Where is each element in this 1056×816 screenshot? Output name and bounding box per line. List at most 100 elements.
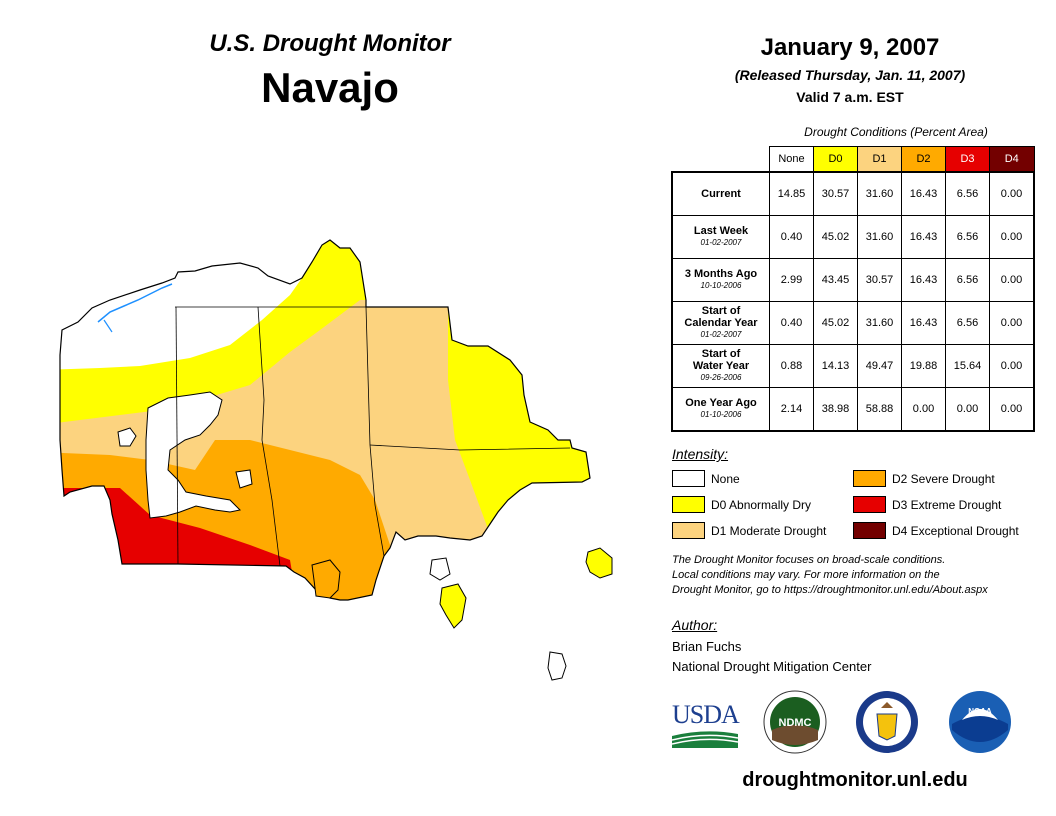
conditions-caption: Drought Conditions (Percent Area) — [804, 125, 988, 139]
corner-cell — [672, 146, 770, 173]
legend-swatch — [853, 522, 886, 539]
cell-value: 38.98 — [813, 387, 858, 432]
cell-value: 0.00 — [989, 387, 1035, 432]
cell-value: 6.56 — [945, 171, 990, 216]
column-header-row: None D0 D1 D2 D3 D4 — [672, 146, 1035, 173]
parcel-none — [429, 557, 451, 581]
release-date: (Released Thursday, Jan. 11, 2007) — [734, 67, 966, 83]
legend-swatch — [853, 470, 886, 487]
column-header-d3: D3 — [945, 146, 990, 173]
cell-value: 45.02 — [813, 301, 858, 345]
row-label: Last Week 01-02-2007 — [671, 215, 770, 259]
cell-value: 0.00 — [901, 387, 946, 432]
cell-value: 0.00 — [945, 387, 990, 432]
row-label: Start of Calendar Year 01-02-2007 — [671, 301, 770, 345]
cell-value: 2.99 — [769, 258, 814, 302]
cell-value: 43.45 — [813, 258, 858, 302]
cell-value: 0.00 — [989, 215, 1035, 259]
row-date: 09-26-2006 — [700, 373, 742, 382]
row-date: 01-02-2007 — [700, 330, 742, 339]
legend-label: D1 Moderate Drought — [711, 523, 827, 538]
cell-value: 0.40 — [769, 301, 814, 345]
row-label: 3 Months Ago 10-10-2006 — [671, 258, 770, 302]
row-label-line: Water Year — [692, 360, 750, 372]
cell-value: 14.13 — [813, 344, 858, 388]
cell-value: 31.60 — [857, 301, 902, 345]
ndmc-logo-text: NDMC — [779, 717, 812, 729]
legend-title: Intensity: — [672, 446, 729, 462]
legend-label: None — [711, 471, 740, 486]
legend-swatch — [672, 496, 705, 513]
row-date: 10-10-2006 — [700, 281, 742, 290]
cell-value: 31.60 — [857, 215, 902, 259]
row-label-line: Start of — [701, 305, 741, 317]
table-row: 3 Months Ago 10-10-2006 2.99 43.45 30.57 16.4… — [671, 258, 1035, 302]
river-branch — [103, 319, 113, 333]
row-label: Start of Water Year 09-26-2006 — [671, 344, 770, 388]
cell-value: 6.56 — [945, 215, 990, 259]
navajo-drought-map — [59, 239, 613, 681]
usda-logo-text: USDA — [672, 700, 740, 729]
cell-value: 49.47 — [857, 344, 902, 388]
stats-body: Current 14.85 30.57 31.60 16.43 6.56 0.00 Last … — [671, 171, 1035, 432]
author-block: Brian Fuchs National Drought Mitigation … — [672, 637, 871, 677]
legend-swatch — [672, 522, 705, 539]
cell-value: 30.57 — [813, 171, 858, 216]
row-label: One Year Ago 01-10-2006 — [671, 387, 770, 432]
legend-item: D0 Abnormally Dry — [672, 496, 826, 513]
table-row: Current 14.85 30.57 31.60 16.43 6.56 0.00 — [671, 171, 1035, 216]
legend-item: D2 Severe Drought — [853, 470, 1019, 487]
row-date: 01-02-2007 — [700, 238, 742, 247]
column-header-none: None — [769, 146, 814, 173]
column-header-d0: D0 — [813, 146, 858, 173]
cell-value: 16.43 — [901, 171, 946, 216]
valid-time: Valid 7 a.m. EST — [796, 89, 904, 105]
column-header-d4: D4 — [989, 146, 1035, 173]
row-label-line: Current — [701, 188, 741, 200]
column-header-d2: D2 — [901, 146, 946, 173]
table-row: Last Week 01-02-2007 0.40 45.02 31.60 16.43 6.… — [671, 215, 1035, 259]
disclaimer-note: The Drought Monitor focuses on broad-sca… — [672, 553, 1042, 598]
cell-value: 0.00 — [989, 171, 1035, 216]
chapter-boundaries — [175, 306, 571, 567]
navajo-outline — [59, 239, 591, 601]
drought-conditions-table: None D0 D1 D2 D3 D4 Current 14.85 30.57 31.60 16.… — [671, 146, 1035, 432]
table-row: Start of Water Year 09-26-2006 0.88 14.13 49.… — [671, 344, 1035, 388]
excluded-area — [145, 391, 242, 519]
cell-value: 2.14 — [769, 387, 814, 432]
noaa-logo: NOAA — [949, 691, 1011, 753]
cell-value: 30.57 — [857, 258, 902, 302]
row-date: 01-10-2006 — [700, 410, 742, 419]
river — [97, 283, 173, 323]
cell-value: 6.56 — [945, 258, 990, 302]
column-header-d1: D1 — [857, 146, 902, 173]
cell-value: 16.43 — [901, 301, 946, 345]
legend-label: D0 Abnormally Dry — [711, 497, 812, 512]
ndmc-logo: NDMC — [763, 690, 827, 754]
cell-value: 0.00 — [989, 344, 1035, 388]
table-row: Start of Calendar Year 01-02-2007 0.40 45.02… — [671, 301, 1035, 345]
cell-value: 0.40 — [769, 215, 814, 259]
cell-value: 31.60 — [857, 171, 902, 216]
parcel-d2 — [311, 559, 341, 599]
author-name: Brian Fuchs — [672, 639, 742, 654]
cell-value: 16.43 — [901, 215, 946, 259]
map-date: January 9, 2007 — [760, 34, 940, 61]
website-url[interactable]: droughtmonitor.unl.edu — [742, 769, 968, 791]
legend-swatch — [853, 496, 886, 513]
legend-label: D3 Extreme Drought — [892, 497, 1002, 512]
author-title: Author: — [672, 617, 718, 633]
legend-label: D2 Severe Drought — [892, 471, 995, 486]
cell-value: 0.88 — [769, 344, 814, 388]
table-row: One Year Ago 01-10-2006 2.14 38.98 58.88 0.00… — [671, 387, 1035, 432]
cell-value: 45.02 — [813, 215, 858, 259]
note-line: Local conditions may vary. For more info… — [672, 569, 940, 581]
d0-east-region — [448, 300, 590, 600]
cell-value: 16.43 — [901, 258, 946, 302]
cell-value: 19.88 — [901, 344, 946, 388]
cell-value: 6.56 — [945, 301, 990, 345]
author-org: National Drought Mitigation Center — [672, 659, 872, 674]
row-label-line: Last Week — [693, 225, 749, 237]
legend-column-1: None D0 Abnormally Dry D1 Moderate Drought — [672, 470, 826, 548]
row-label-line: 3 Months Ago — [684, 268, 758, 280]
